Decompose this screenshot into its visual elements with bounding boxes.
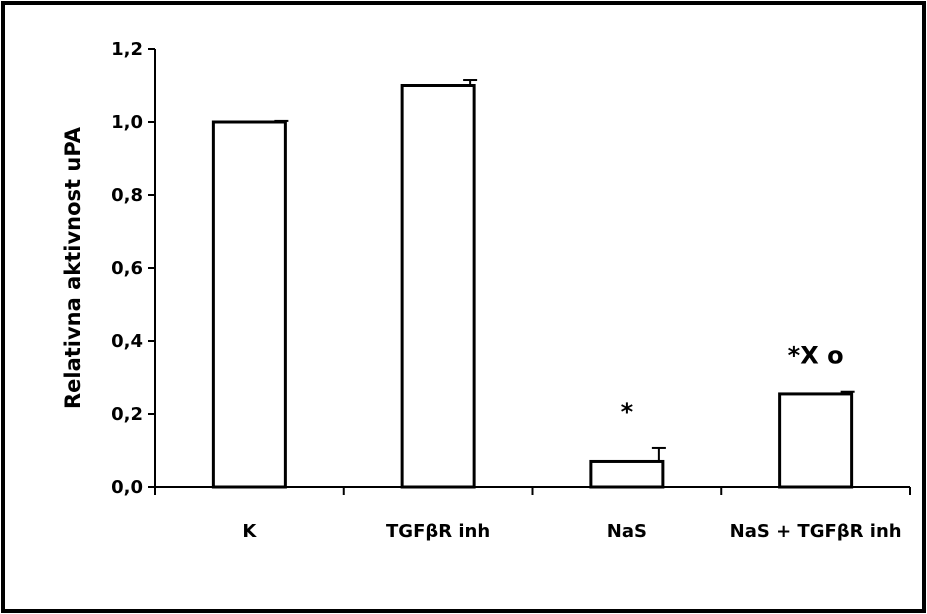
x-tick-label: K	[242, 521, 257, 542]
y-tick-label: 0,8	[111, 185, 143, 206]
x-tick-label: TGFβR inh	[386, 521, 490, 542]
x-tick-label: NaS	[607, 521, 647, 542]
y-axis-label: Relativna aktivnost uPA	[61, 126, 85, 409]
bar	[400, 84, 476, 489]
y-tick-label: 0,2	[111, 404, 143, 425]
significance-annotation: *	[621, 398, 634, 426]
y-tick-label: 0,6	[111, 258, 143, 279]
y-tick-label: 1,2	[111, 39, 143, 60]
bars: K TGFβR inh NaS * NaS + TGFβR inh *X o	[211, 79, 902, 542]
y-tick-label: 0,0	[111, 477, 143, 498]
y-tick-label: 1,0	[111, 112, 143, 133]
bar	[778, 392, 854, 489]
bar	[211, 120, 287, 489]
bar	[589, 459, 665, 489]
y-tick-label: 0,4	[111, 331, 143, 352]
x-tick-label: NaS + TGFβR inh	[730, 521, 902, 542]
significance-annotation: *X o	[788, 342, 844, 370]
